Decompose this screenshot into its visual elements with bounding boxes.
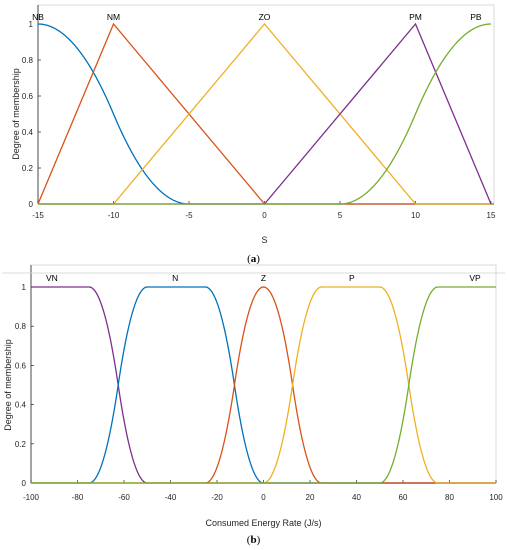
x-tick-label: 100 (489, 493, 503, 502)
x-axis-label: S (261, 235, 267, 245)
caption-open-paren: ( (247, 534, 251, 546)
series-line-nm (37, 22, 491, 205)
x-axis-label: Consumed Energy Rate (J/s) (205, 518, 321, 528)
chart-a: -15 -10 -5 0 5 10 15 0 0.2 0.4 0.6 0.8 1NB NM ZO PM PB S D… (11, 4, 496, 265)
caption-letter: b (250, 534, 256, 546)
x-tick-label: -80 (72, 493, 84, 502)
series-line-nb (37, 23, 491, 205)
x-tick-label: -100 (23, 493, 40, 502)
series-line-zo (38, 22, 491, 205)
series-line-z (31, 286, 496, 484)
series-line-p (31, 286, 496, 484)
series-label-vp: VP (469, 273, 481, 283)
x-tick-label: 60 (399, 493, 408, 502)
axes-box (37, 4, 495, 205)
caption-close-paren: ) (257, 534, 261, 546)
y-tick-label: 0.2 (15, 440, 27, 449)
y-tick-label: 1 (22, 283, 27, 292)
figure-caption: (b) (247, 534, 261, 546)
caption-close-paren: ) (256, 253, 260, 265)
x-tick-label: -40 (165, 493, 177, 502)
y-tick-label: 0.4 (22, 128, 34, 137)
y-tick-label: 0.8 (15, 322, 27, 331)
series-line-pb (38, 23, 492, 205)
x-tick-label: 5 (338, 211, 343, 220)
y-tick-label: 0 (29, 200, 34, 209)
x-tick-label: 0 (262, 211, 267, 220)
series-label-pm: PM (409, 12, 422, 22)
series-label-p: P (349, 273, 355, 283)
y-tick-label: 0.6 (15, 361, 27, 370)
y-tick-label: 1 (29, 20, 34, 29)
series-line-n (31, 286, 496, 484)
x-tick-label: 10 (411, 211, 420, 220)
y-tick-label: 0.2 (22, 164, 34, 173)
series-line-vn (31, 286, 496, 484)
series-label-nb: NB (32, 12, 44, 22)
caption-letter: a (251, 253, 257, 265)
y-tick-label: 0.4 (15, 401, 27, 410)
series-line-vp (31, 286, 496, 484)
x-tick-label: 0 (261, 493, 266, 502)
y-axis-label: Degree of membership (11, 68, 21, 160)
series-label-zo: ZO (259, 12, 271, 22)
y-axis-label: Degree of membership (3, 339, 13, 431)
x-tick-label: 80 (445, 493, 454, 502)
series-label-nm: NM (107, 12, 120, 22)
x-tick-label: -60 (118, 493, 130, 502)
x-tick-label: 20 (306, 493, 315, 502)
chart-b: -100 -80 -60 -40 -20 0 20 40 60 80 100 0 0.2 0.4 0.6 0.… (3, 264, 503, 546)
x-tick-label: 15 (487, 211, 496, 220)
caption-open-paren: ( (247, 253, 251, 265)
figure-caption: (a) (247, 253, 260, 265)
series-label-pb: PB (470, 12, 482, 22)
y-tick-label: 0 (22, 479, 27, 488)
y-tick-label: 0.6 (22, 92, 34, 101)
series-line-pm (38, 22, 492, 205)
series-label-z: Z (261, 273, 266, 283)
y-tick-label: 0.8 (22, 56, 34, 65)
x-tick-label: 40 (352, 493, 361, 502)
x-tick-label: -15 (32, 211, 44, 220)
series-label-n: N (172, 273, 178, 283)
x-tick-label: -10 (108, 211, 120, 220)
x-tick-label: -20 (211, 493, 223, 502)
x-tick-label: -5 (185, 211, 193, 220)
series-label-vn: VN (46, 273, 58, 283)
axes-box (30, 264, 497, 484)
